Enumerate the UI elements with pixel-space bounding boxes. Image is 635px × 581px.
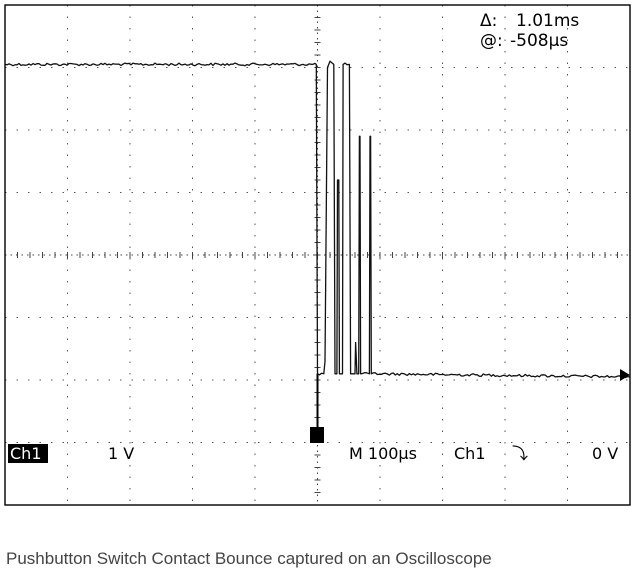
- oscilloscope-plot: Δ: 1.01ms @: -508µs Ch1 1 V M 100µs Ch1 …: [4, 4, 631, 506]
- trigger-level: 0 V: [592, 444, 618, 463]
- timebase: M 100µs: [349, 444, 417, 463]
- channel-label: Ch1: [10, 444, 42, 463]
- graticule: [5, 5, 630, 505]
- cursor-at-value: -508µs: [510, 31, 568, 51]
- oscilloscope-screen: Δ: 1.01ms @: -508µs Ch1 1 V M 100µs Ch1 …: [4, 4, 631, 506]
- cursor-delta-value: 1.01ms: [516, 11, 579, 31]
- signal-trace: [4, 60, 631, 379]
- trigger-position-marker: [310, 427, 324, 443]
- cursor-at-label: @:: [480, 31, 503, 51]
- figure-caption: Pushbutton Switch Contact Bounce capture…: [6, 549, 492, 568]
- trace-layer: [4, 60, 631, 428]
- channel-badge: [8, 444, 48, 463]
- trigger-level-marker: [620, 369, 630, 381]
- cursor-delta-label: Δ:: [480, 11, 497, 31]
- graticule-border: [4, 4, 631, 506]
- volts-per-div: 1 V: [108, 444, 134, 463]
- trigger-source: Ch1: [454, 444, 486, 463]
- trigger-slope-icon: ⤵: [512, 444, 528, 463]
